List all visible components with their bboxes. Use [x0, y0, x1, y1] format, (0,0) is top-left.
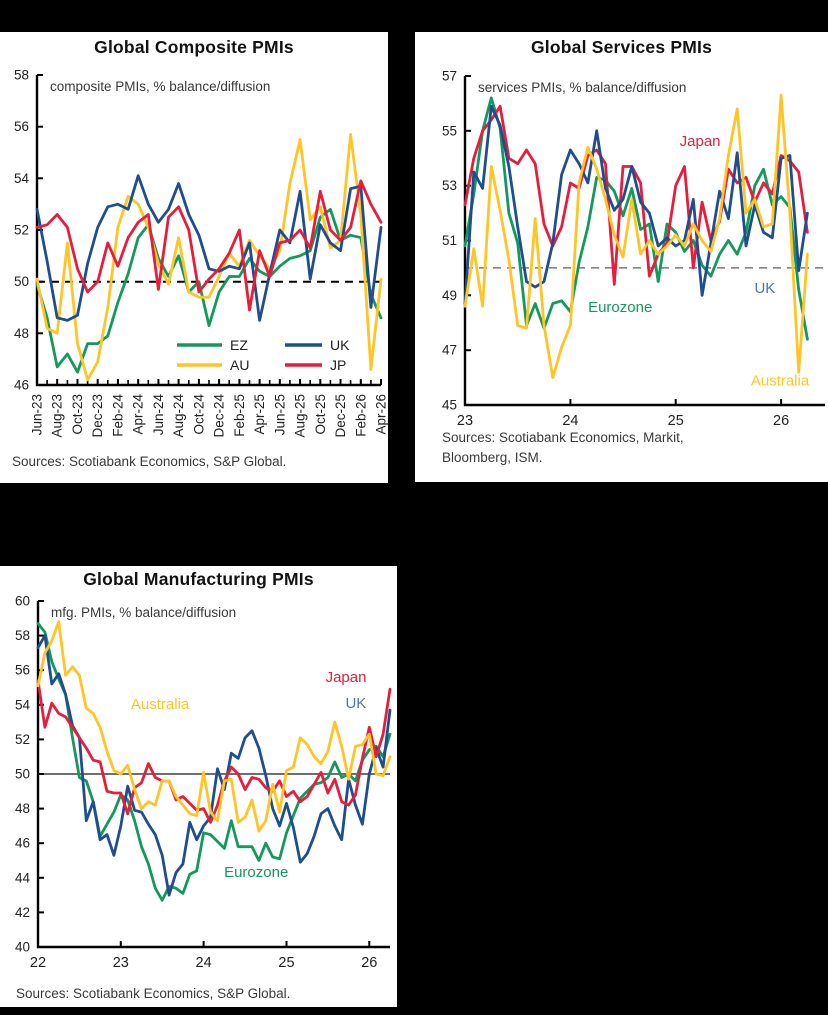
y-tick-label: 48: [15, 801, 30, 816]
x-tick-label: Feb-26: [353, 394, 368, 437]
y-tick-label: 53: [442, 178, 457, 193]
y-tick-label: 49: [442, 288, 457, 303]
panel-global-manufacturing-pmis: Global Manufacturing PMIs 40 42 44 46 48 50 52…: [0, 566, 397, 1007]
y-tick-label: 56: [15, 663, 30, 678]
source-line: Sources: Scotiabank Economics, S&P Globa…: [12, 454, 287, 469]
global-manufacturing-pmis-svg: 40 42 44 46 48 50 52 54 56 58 60 22 23 24 25 26 mfg. PMI…: [15, 594, 392, 971]
panel-global-services-pmis: Global Services PMIs 45 47 49 51 53 55 57 23 24 2…: [415, 32, 828, 482]
source-line: Bloomberg, ISM.: [442, 449, 543, 465]
y-tick-label: 58: [14, 68, 29, 83]
chart-title-services: Global Services PMIs: [530, 37, 713, 57]
series-line-Japan: [36, 679, 392, 824]
series-label-Eurozone: Eurozone: [588, 299, 652, 316]
x-tick-label: 24: [196, 955, 212, 971]
source-line: Sources: Scotiabank Economics, Markit,: [442, 430, 684, 445]
y-tick-label: 46: [14, 378, 29, 393]
x-tick-label: Apr-25: [252, 394, 267, 435]
x-tick-label: Dec-24: [212, 394, 227, 438]
x-tick-label: 25: [668, 413, 684, 429]
series-line-AU: [35, 133, 383, 382]
y-tick-label: 46: [15, 836, 30, 851]
y-tick-label: 54: [15, 697, 31, 712]
y-tick-label: 44: [15, 870, 31, 885]
x-tick-label: Aug-24: [171, 394, 186, 438]
y-tick-label: 42: [15, 905, 30, 920]
legend-label-UK: UK: [330, 337, 350, 353]
x-tick-label: Feb-24: [110, 394, 125, 437]
x-tick-label: Feb-25: [232, 394, 247, 437]
x-tick-label: 23: [457, 413, 473, 429]
legend-label-EZ: EZ: [230, 337, 248, 353]
global-services-pmis-chart: 45 47 49 51 53 55 57 23 24 25 26 services PMIs, % b…: [415, 32, 828, 482]
series-label-Eurozone: Eurozone: [224, 864, 288, 881]
y-tick-label: 50: [14, 274, 29, 289]
series-line-Australia: [36, 620, 392, 833]
series-line-JP: [35, 179, 383, 312]
x-tick-label: Jun-25: [272, 394, 287, 435]
series-line-Japan: [463, 104, 809, 286]
global-composite-pmis-chart: 46 48 50 52 54 56 58 Jun-23 Aug-23 Oct-23 Dec-23 Fe…: [0, 32, 389, 483]
series-line-Eurozone: [463, 96, 809, 341]
chart-subtitle: mfg. PMIs, % balance/diffusion: [51, 605, 236, 620]
y-tick-label: 40: [15, 940, 30, 955]
x-tick-label: Aug-25: [293, 394, 308, 438]
y-tick-label: 57: [442, 69, 457, 84]
series-line-Australia: [463, 93, 809, 380]
global-manufacturing-pmis-chart: 40 42 44 46 48 50 52 54 56 58 60 22 23 24 25 26 mfg. PMI…: [0, 566, 397, 1007]
source-note-composite: Sources: Scotiabank Economics, S&P Globa…: [12, 452, 286, 472]
y-tick-label: 60: [15, 594, 30, 609]
series-label-UK: UK: [754, 280, 775, 297]
x-tick-label: Aug-23: [50, 394, 65, 438]
series-line-UK: [35, 174, 383, 322]
y-tick-label: 55: [442, 123, 457, 138]
y-tick-label: 45: [442, 398, 457, 413]
chart-title-composite: Global Composite PMIs: [94, 37, 294, 57]
x-tick-label: Dec-23: [90, 394, 105, 438]
panel-global-composite-pmis: Global Composite PMIs 46 48 50 52 54 56 58 Jun-…: [0, 32, 389, 483]
source-line: Sources: Scotiabank Economics, S&P Globa…: [16, 986, 291, 1001]
series-line-EZ: [35, 207, 383, 374]
x-tick-label: Oct-24: [191, 394, 206, 435]
series-label-Australia: Australia: [751, 372, 810, 389]
x-tick-label: Apr-26: [374, 394, 389, 435]
series-line-Eurozone: [36, 622, 392, 902]
y-tick-label: 48: [14, 326, 29, 341]
chart-subtitle: composite PMIs, % balance/diffusion: [50, 79, 270, 94]
x-tick-label: Apr-24: [131, 394, 146, 435]
series-label-Australia: Australia: [131, 696, 190, 713]
chart-title-manufacturing: Global Manufacturing PMIs: [83, 569, 314, 589]
x-tick-label: 26: [361, 955, 377, 971]
x-tick-label: 24: [562, 413, 578, 429]
x-tick-label: 26: [773, 413, 789, 429]
x-tick-label: 25: [278, 955, 294, 971]
x-tick-label: Oct-23: [70, 394, 85, 435]
x-tick-label: Jun-23: [30, 394, 45, 435]
y-tick-label: 58: [15, 628, 30, 643]
y-tick-label: 56: [14, 119, 29, 134]
legend-label-AU: AU: [230, 357, 249, 373]
series-line-UK: [36, 634, 392, 897]
global-composite-pmis-svg: 46 48 50 52 54 56 58 Jun-23 Aug-23 Oct-23 Dec-23 Fe…: [14, 68, 389, 438]
series-label-UK: UK: [345, 695, 366, 712]
global-services-pmis-svg: 45 47 49 51 53 55 57 23 24 25 26 services PMIs, % b…: [442, 69, 825, 429]
x-tick-label: Oct-25: [313, 394, 328, 435]
y-tick-label: 50: [15, 767, 30, 782]
y-tick-label: 51: [442, 233, 457, 248]
x-tick-label: 23: [113, 955, 129, 971]
source-note-manufacturing: Sources: Scotiabank Economics, S&P Globa…: [16, 984, 290, 1004]
legend-label-JP: JP: [330, 357, 346, 373]
source-note-services: Sources: Scotiabank Economics, Markit, B…: [442, 428, 684, 467]
x-tick-label: Jun-24: [151, 394, 166, 436]
y-tick-label: 54: [14, 171, 30, 186]
chart-subtitle: services PMIs, % balance/diffusion: [478, 80, 686, 95]
x-tick-label: Dec-25: [333, 394, 348, 438]
series-label-Japan: Japan: [680, 133, 721, 150]
x-tick-label: 22: [30, 955, 46, 971]
series-label-Japan: Japan: [326, 669, 367, 686]
y-tick-label: 52: [15, 732, 30, 747]
series-line-UK: [463, 104, 809, 306]
y-tick-label: 52: [14, 223, 29, 238]
y-tick-label: 47: [442, 343, 457, 358]
